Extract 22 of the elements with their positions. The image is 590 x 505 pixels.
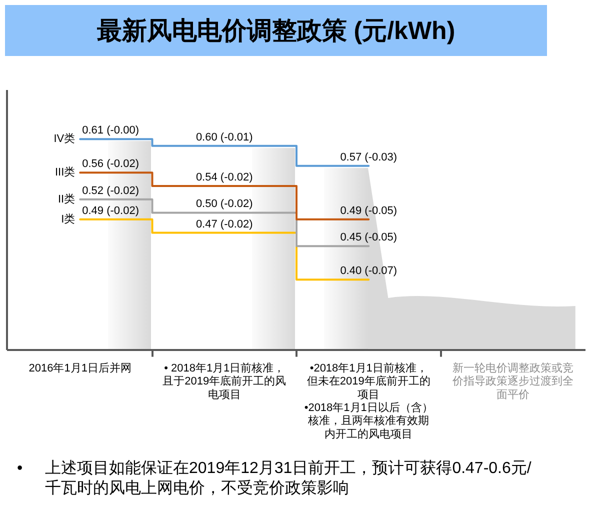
x-tick-label: • 2018年1月1日前核准，且于2019年底前开工的风电项目 <box>162 361 286 401</box>
series-label: II类 <box>58 192 76 206</box>
series-label: III类 <box>54 166 76 179</box>
x-tick-label: 新一轮电价调整政策或竞价指导政策逐步过渡到全面平价 <box>451 361 574 401</box>
series-label: IV类 <box>54 132 76 146</box>
data-label: 0.40 (-0.07) <box>340 265 398 278</box>
data-label: 0.50 (-0.02) <box>196 198 253 210</box>
data-label: 0.60 (-0.01) <box>196 131 253 144</box>
text: • 上述项目如能保证在2019年12月31日前开工，预计可获得0.47-0.6元/千瓦时的风电上网电价，不受竞价政策影响 <box>17 460 532 497</box>
data-label: 0.57 (-0.03) <box>340 151 398 164</box>
x-tick-label: •2018年1月1日前核准，但未在2019年底前开工的项目 •2018年1月1日以后（含）核准，且两年核准有效期内开工的风电项目 <box>304 361 433 440</box>
data-label: 0.54 (-0.02) <box>196 171 253 184</box>
data-label: 0.49 (-0.05) <box>340 204 398 217</box>
data-label: 0.47 (-0.02) <box>196 218 253 230</box>
series-label: I类 <box>61 212 76 226</box>
data-label: 0.56 (-0.02) <box>82 158 139 170</box>
x-tick-label: 2016年1月1日后并网 <box>28 361 132 374</box>
data-label: 0.49 (-0.02) <box>82 204 139 217</box>
chart-title: 最新风电电价调整政策 (元/kWh) <box>5 5 547 56</box>
data-label: 0.61 (-0.00) <box>82 124 139 137</box>
data-label: 0.52 (-0.02) <box>82 184 139 197</box>
data-label: 0.45 (-0.05) <box>340 232 398 244</box>
